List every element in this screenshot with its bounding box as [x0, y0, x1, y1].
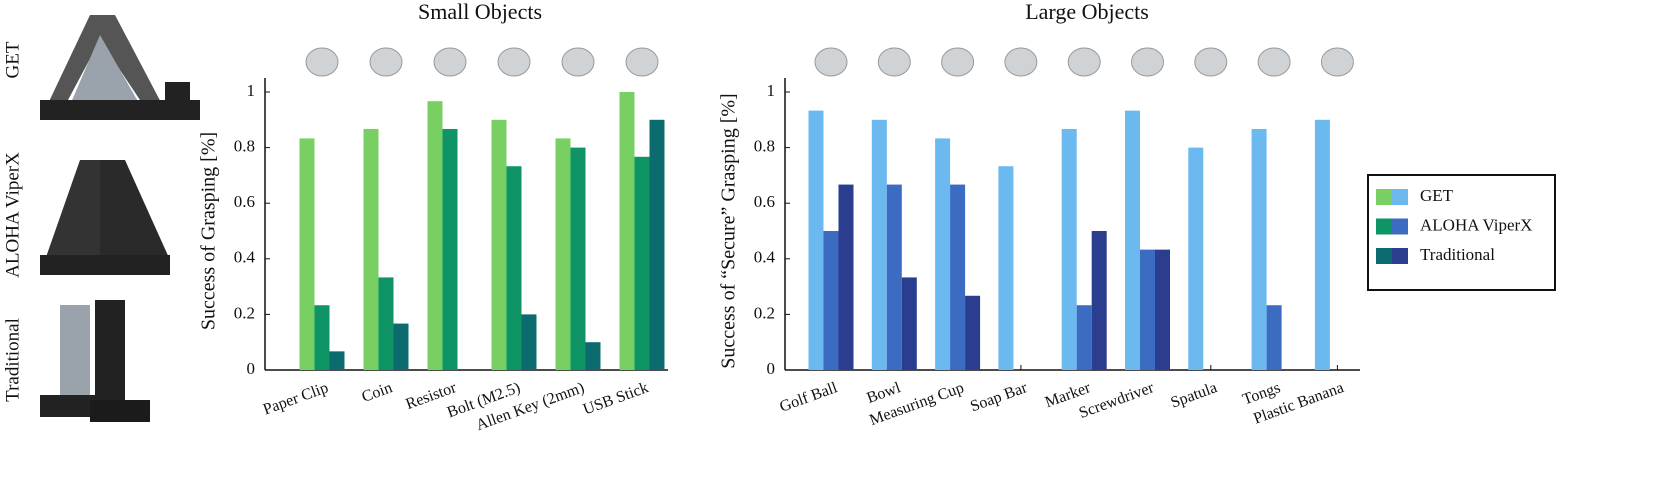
object-icon [941, 47, 975, 77]
bar [1155, 249, 1170, 370]
bar [965, 295, 981, 370]
bar [1266, 305, 1282, 370]
bar [886, 184, 902, 370]
bar [1251, 128, 1267, 370]
y-tick-label: 0 [767, 359, 776, 378]
bar [1091, 231, 1107, 370]
bar [998, 166, 1014, 370]
bar [521, 314, 537, 370]
object-icon [369, 47, 403, 77]
y-axis-label: Success of “Secure” Grasping [%] [718, 93, 740, 368]
bar [393, 323, 409, 370]
object-icon [877, 47, 911, 77]
y-tick-label: 0.2 [234, 303, 255, 322]
legend-label: ALOHA ViperX [1420, 215, 1532, 234]
legend-swatch [1392, 218, 1408, 235]
x-tick-label: USB Stick [581, 379, 651, 418]
bar [491, 119, 507, 370]
bar [1125, 110, 1140, 370]
gripper-label: GET [2, 41, 23, 78]
bar [619, 92, 635, 370]
legend-swatch [1376, 248, 1392, 264]
bar [950, 184, 966, 370]
bar [1314, 119, 1330, 370]
object-icon [561, 47, 595, 77]
bar [808, 110, 824, 370]
bar [506, 166, 522, 370]
y-tick-label: 0.8 [234, 137, 255, 156]
gripper-photos [40, 15, 200, 422]
y-tick-label: 0.4 [754, 248, 776, 267]
y-tick-label: 0.8 [754, 137, 775, 156]
legend-swatch [1376, 189, 1392, 205]
gripper-label: ALOHA ViperX [2, 152, 23, 278]
legend-swatch [1376, 218, 1392, 235]
bar [314, 305, 330, 370]
object-icon [305, 47, 339, 77]
object-icon [1131, 47, 1164, 77]
bar [823, 231, 839, 370]
bar [329, 351, 345, 370]
legend-label: GET [1420, 186, 1454, 205]
bar [585, 342, 601, 370]
y-tick-label: 0 [247, 359, 256, 378]
object-icon [1067, 47, 1101, 77]
bar [634, 156, 650, 370]
legend-swatch [1392, 248, 1408, 264]
object-icon [1320, 47, 1354, 77]
bar [378, 277, 394, 370]
y-axis-label: Success of Grasping [%] [198, 132, 220, 330]
chart-title: Small Objects [418, 0, 542, 24]
bar [1140, 249, 1155, 370]
object-icon [433, 47, 467, 77]
y-tick-label: 1 [767, 81, 776, 100]
bar [1188, 147, 1204, 370]
object-icon [1194, 47, 1228, 77]
bar [935, 138, 951, 370]
bar [555, 138, 571, 370]
bar [427, 101, 443, 370]
x-tick-label: Coin [360, 379, 395, 406]
object-icon [625, 47, 659, 77]
bar [838, 184, 854, 370]
bar [570, 147, 586, 370]
object-icon [814, 47, 848, 77]
gripper-label: Traditional [2, 318, 23, 402]
bar [442, 128, 458, 370]
y-tick-label: 0.6 [234, 192, 255, 211]
x-tick-label: Spatula [1169, 379, 1220, 411]
bar [299, 138, 315, 370]
bar [871, 119, 887, 370]
y-tick-label: 1 [247, 81, 256, 100]
x-tick-label: Golf Ball [777, 379, 840, 416]
y-tick-label: 0.4 [234, 248, 256, 267]
x-tick-label: Soap Bar [968, 379, 1030, 415]
object-icon [1004, 47, 1038, 77]
bar [901, 277, 917, 370]
object-icon [1257, 47, 1291, 77]
bar [363, 128, 379, 370]
bar [1061, 128, 1077, 370]
legend-swatch [1392, 189, 1408, 205]
x-tick-label: Paper Clip [261, 379, 331, 418]
y-tick-label: 0.6 [754, 192, 775, 211]
bar [649, 119, 665, 370]
y-tick-label: 0.2 [754, 303, 775, 322]
bar [1076, 305, 1092, 370]
object-icon [497, 47, 531, 77]
chart-title: Large Objects [1025, 0, 1149, 24]
legend-label: Traditional [1420, 245, 1495, 264]
